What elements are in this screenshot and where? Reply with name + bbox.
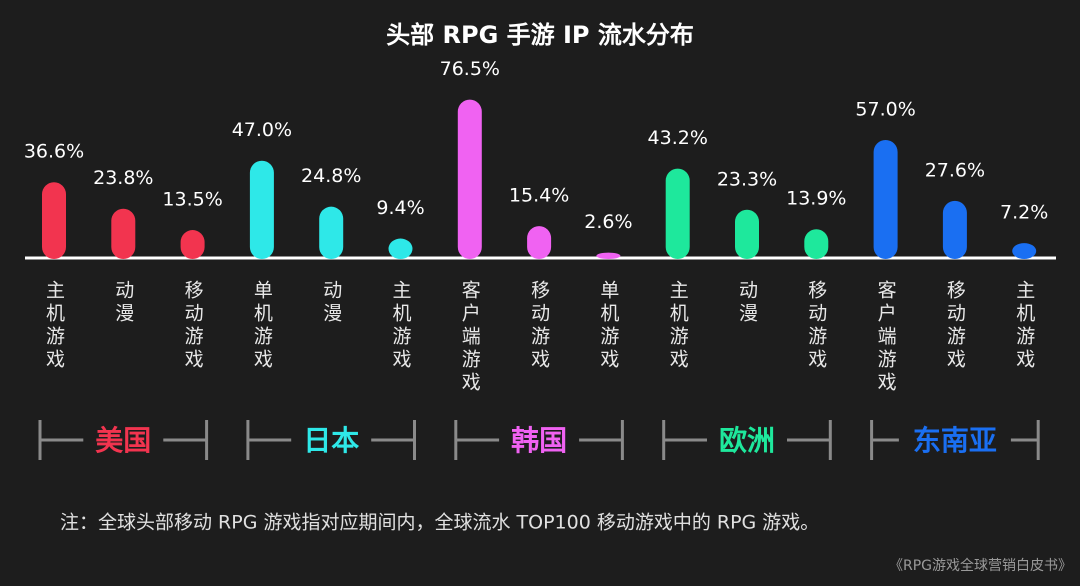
bar: [804, 229, 829, 259]
x-tick-label: 移动游戏: [182, 280, 204, 372]
value-label: 13.9%: [786, 188, 846, 210]
value-label: 7.2%: [1000, 202, 1048, 224]
x-tick-label: 主机游戏: [390, 280, 412, 372]
value-label: 24.8%: [301, 165, 361, 187]
value-label: 9.4%: [376, 197, 424, 219]
bar: [180, 230, 205, 259]
group-label: 韩国: [511, 424, 567, 457]
x-tick-label: 动漫: [736, 280, 758, 326]
bar: [873, 140, 898, 259]
value-label: 23.3%: [717, 168, 777, 190]
value-label: 47.0%: [232, 119, 292, 141]
value-label: 43.2%: [648, 127, 708, 149]
value-label: 2.6%: [584, 211, 632, 233]
value-label: 23.8%: [93, 167, 153, 189]
value-label: 15.4%: [509, 185, 569, 207]
group-label: 美国: [95, 424, 151, 457]
bar: [319, 206, 344, 259]
x-tick-label: 移动游戏: [528, 280, 550, 372]
chart-title: 头部 RPG 手游 IP 流水分布: [386, 21, 694, 49]
value-label: 13.5%: [162, 189, 222, 211]
bar: [111, 208, 136, 259]
x-tick-label: 动漫: [112, 280, 134, 326]
x-tick-label: 单机游戏: [251, 280, 273, 372]
bar: [1012, 243, 1037, 259]
group-label: 欧洲: [719, 424, 775, 457]
bar: [735, 209, 759, 259]
x-tick-label: 客户端游戏: [459, 280, 481, 395]
x-tick-label: 移动游戏: [944, 280, 966, 372]
bar: [527, 226, 552, 259]
source: 《RPG游戏全球营销白皮书》: [889, 557, 1072, 574]
bar: [42, 182, 66, 259]
x-tick-label: 主机游戏: [43, 280, 65, 372]
group-label: 东南亚: [913, 424, 997, 457]
x-tick-label: 动漫: [320, 280, 342, 326]
value-label: 36.6%: [24, 141, 84, 163]
bar: [457, 99, 482, 260]
value-label: 27.6%: [925, 159, 985, 181]
bar: [249, 160, 274, 259]
bar: [942, 200, 967, 259]
x-tick-label: 单机游戏: [597, 280, 619, 372]
bar: [388, 238, 413, 259]
value-label: 76.5%: [440, 58, 500, 80]
bar: [665, 168, 690, 259]
bar: [596, 252, 621, 259]
x-tick-label: 移动游戏: [805, 280, 827, 372]
footnote: 注：全球头部移动 RPG 游戏指对应期间内，全球流水 TOP100 移动游戏中的…: [60, 512, 819, 534]
x-tick-label: 主机游戏: [1013, 280, 1035, 372]
value-label: 57.0%: [855, 99, 915, 121]
x-tick-label: 主机游戏: [667, 280, 689, 372]
x-tick-label: 客户端游戏: [875, 280, 897, 395]
group-label: 日本: [303, 424, 359, 457]
